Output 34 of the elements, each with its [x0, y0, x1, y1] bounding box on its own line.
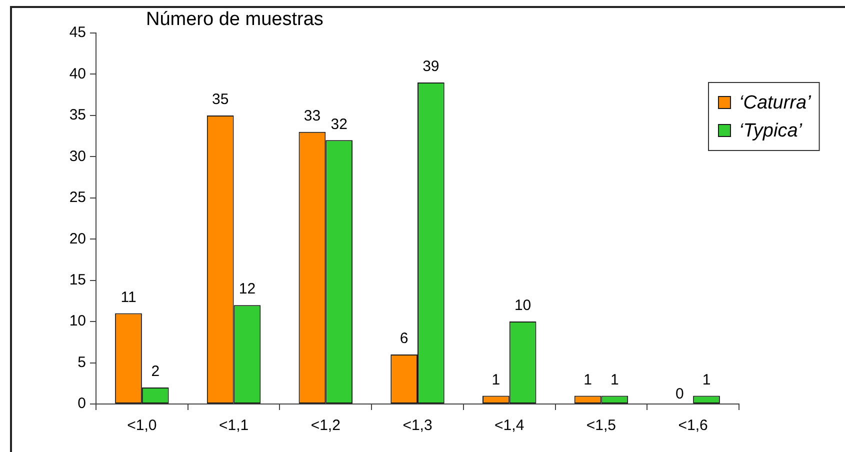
x-tick-label: <1,4 [494, 417, 524, 434]
data-label: 39 [422, 58, 440, 76]
x-tick-label: <1,5 [586, 417, 616, 434]
data-label: 0 [675, 386, 684, 403]
y-axis-title: Número de muestras [146, 9, 324, 30]
legend-label: ‘Typica’ [739, 120, 803, 142]
y-tick-label: 5 [78, 354, 86, 371]
data-label: 10 [514, 297, 532, 314]
x-tick-label: <1,1 [218, 417, 249, 434]
data-label: 2 [151, 363, 160, 380]
y-tick-label: 0 [78, 395, 86, 412]
y-tick-label: 10 [69, 312, 86, 330]
x-tick-label: <1,0 [127, 417, 157, 434]
y-tick-label: 25 [69, 189, 86, 206]
y-tick-label: 15 [69, 271, 86, 288]
data-label: 32 [330, 116, 348, 133]
data-label: 11 [120, 288, 136, 306]
data-label: 35 [212, 91, 229, 108]
legend-label: ‘Caturra’ [739, 92, 812, 114]
data-label: 33 [304, 108, 321, 125]
data-label: 1 [702, 371, 711, 388]
data-label: 12 [238, 280, 256, 298]
x-tick-label: <1,6 [678, 417, 708, 434]
y-tick-label: 45 [69, 24, 86, 42]
y-tick-label: 20 [69, 230, 86, 248]
data-label: 1 [584, 371, 592, 388]
y-tick-label: 35 [69, 106, 86, 124]
y-tick-label: 30 [69, 148, 86, 165]
data-label: 6 [400, 330, 408, 348]
x-tick-label: <1,3 [402, 417, 432, 434]
y-tick-label: 40 [69, 65, 86, 82]
data-label: 1 [610, 371, 619, 388]
x-tick-label: <1,2 [310, 417, 340, 434]
data-label: 1 [492, 371, 500, 388]
